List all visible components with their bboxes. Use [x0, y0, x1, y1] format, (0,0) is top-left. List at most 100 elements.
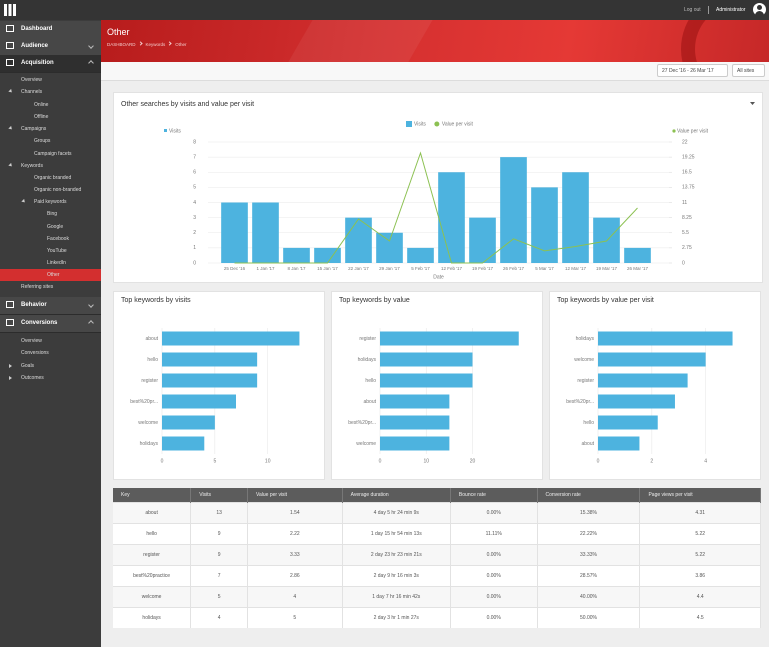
chart: Other searches by visits and value per v…	[121, 101, 755, 280]
y-tick-label: about	[581, 441, 594, 447]
bar	[252, 202, 279, 263]
y-tick-label: holidays	[358, 357, 377, 363]
nav-item[interactable]: Goals	[21, 363, 35, 369]
site-selector[interactable]: All sites	[732, 64, 765, 77]
nav-item[interactable]: Campaign facets	[34, 151, 72, 157]
y2-tick-label: 22	[682, 139, 688, 145]
y2-tick-label: 13.75	[682, 185, 695, 191]
nav-item[interactable]: Paid keywords	[34, 199, 67, 205]
nav-item[interactable]: Online	[34, 102, 49, 108]
bar	[345, 217, 372, 263]
column-header[interactable]: Value per visit	[247, 488, 343, 503]
chart-title: Other searches by visits and value per v…	[121, 101, 254, 108]
y-tick-label: register	[141, 378, 158, 384]
nav-item[interactable]: Groups	[34, 138, 51, 144]
user-name[interactable]: Administrator	[716, 7, 746, 13]
legend-marker	[434, 121, 440, 127]
legend-label[interactable]: Value per visit	[442, 121, 474, 127]
x-tick-label: 12 Feb '17	[441, 266, 463, 271]
bar	[162, 352, 258, 367]
chart-card: Top keywords by value 0 10 20 register holida…	[331, 291, 543, 480]
table-cell: 4 day 5 hr 24 min 9s	[342, 502, 451, 524]
breadcrumb-item[interactable]: Other	[175, 42, 187, 47]
bar	[438, 172, 465, 263]
column-header[interactable]: Bounce rate	[450, 488, 538, 503]
x-tick-label: 12 Mar '17	[565, 266, 587, 271]
logout-link[interactable]: Log out	[684, 7, 701, 13]
logo[interactable]	[4, 4, 17, 16]
table-cell: 33.33%	[537, 544, 641, 566]
bar	[380, 436, 450, 451]
nav-item[interactable]: Bing	[47, 211, 58, 217]
nav-item[interactable]: Organic non-branded	[34, 187, 82, 193]
nav-item[interactable]: Conversions	[21, 320, 58, 326]
y-tick-label: 5	[193, 185, 196, 191]
nav-item[interactable]: Other	[47, 272, 60, 278]
nav-item[interactable]: Facebook	[47, 236, 69, 242]
table-cell: 1.54	[247, 502, 343, 524]
y-tick-label: about	[145, 336, 158, 342]
bar	[162, 331, 300, 346]
table-row: welcome 5 4 1 day 7 hr 16 min 42s 0.00% 40.00…	[113, 586, 761, 608]
y-tick-label: 8	[193, 139, 196, 145]
column-header[interactable]: Conversion rate	[537, 488, 641, 503]
table-cell: 28.57%	[537, 565, 641, 587]
legend-marker	[406, 121, 412, 127]
chart-title: Top keywords by value per visit	[557, 297, 654, 304]
nav-item[interactable]: Behavior	[21, 302, 47, 308]
table-cell: 22.22%	[537, 523, 641, 545]
table-cell: 0.00%	[450, 607, 538, 628]
nav-section-bg	[0, 38, 101, 56]
table-cell: 5	[190, 586, 249, 608]
legend-label[interactable]: Visits	[414, 121, 426, 127]
nav-item[interactable]: Outcomes	[21, 375, 44, 381]
table-cell: 0.00%	[450, 544, 538, 566]
table-cell: 13	[190, 502, 249, 524]
nav-caret	[9, 364, 14, 368]
column-header[interactable]: Key	[113, 488, 192, 503]
y-tick-label: 6	[193, 170, 196, 176]
table-cell: 50.00%	[537, 607, 641, 628]
nav-item[interactable]: Organic branded	[34, 175, 72, 181]
column-header[interactable]: Page views per visit	[639, 488, 761, 503]
nav-item[interactable]: Referring sites	[21, 284, 54, 290]
x-tick-label: 10	[265, 458, 271, 464]
nav-item[interactable]: Audience	[21, 43, 49, 49]
nav-icon	[6, 42, 14, 49]
nav-item[interactable]: Overview	[21, 77, 42, 83]
y-tick-label: welcome	[356, 441, 376, 447]
y-tick-label: best%20pr...	[566, 399, 594, 405]
nav-item[interactable]: Keywords	[21, 163, 43, 169]
nav-item[interactable]: Acquisition	[21, 60, 54, 66]
avatar-head	[757, 5, 762, 10]
nav-item[interactable]: Google	[47, 224, 64, 230]
table-cell: 0.00%	[450, 565, 538, 587]
nav-item[interactable]: YouTube	[47, 248, 67, 254]
nav-item[interactable]: Campaigns	[21, 126, 47, 132]
chart-menu[interactable]	[750, 102, 755, 105]
table-cell: 1 day 7 hr 16 min 42s	[342, 586, 451, 608]
y-tick-label: welcome	[138, 420, 158, 426]
y2-tick-label: 0	[682, 260, 685, 266]
column-header[interactable]: Average duration	[342, 488, 451, 503]
nav-caret	[21, 198, 28, 206]
breadcrumb-item[interactable]: DASHBOARD	[107, 42, 136, 47]
banner: Other DASHBOARD Keywords Other	[101, 20, 769, 62]
nav-item[interactable]: Channels	[21, 89, 43, 95]
y-tick-label: 2	[193, 230, 196, 236]
column-header[interactable]: Visits	[190, 488, 249, 503]
nav-item[interactable]: Dashboard	[21, 26, 53, 32]
breadcrumb-item[interactable]: Keywords	[145, 42, 166, 47]
table-cell: 4.31	[639, 502, 761, 524]
avatar[interactable]	[753, 3, 766, 16]
nav-item[interactable]: Overview	[21, 338, 42, 344]
chart: Top keywords by value per visit 0 2 4 holida…	[557, 297, 733, 464]
bar	[598, 436, 640, 451]
nav-item[interactable]: LinkedIn	[47, 260, 66, 266]
y-tick-label: hello	[583, 420, 594, 426]
table-cell: 9	[190, 523, 249, 545]
date-range-button[interactable]: 27 Dec '16 - 26 Mar '17	[657, 64, 728, 77]
nav-item[interactable]: Offline	[34, 114, 49, 120]
nav-item[interactable]: Conversions	[21, 350, 49, 356]
